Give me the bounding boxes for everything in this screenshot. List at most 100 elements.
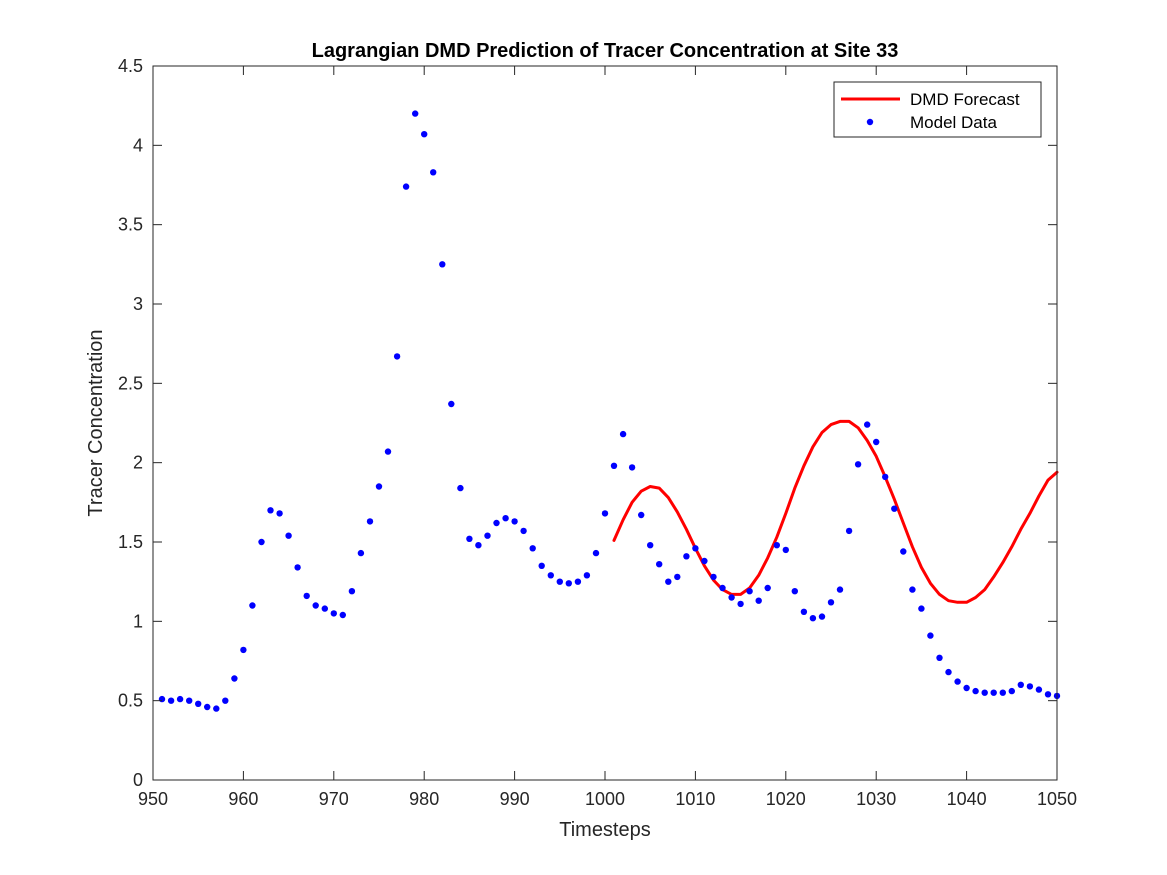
data-point — [945, 668, 952, 676]
data-point — [240, 646, 247, 654]
series-0 — [612, 419, 1059, 604]
data-point — [186, 697, 193, 704]
data-point — [330, 610, 337, 617]
legend-label-model-data: Model Data — [910, 113, 997, 132]
series-1 — [158, 110, 1061, 712]
data-point — [638, 511, 645, 519]
data-point — [484, 532, 491, 539]
data-point — [421, 131, 428, 138]
y-tick-label: 0.5 — [118, 691, 143, 711]
data-point — [809, 615, 817, 622]
data-point — [746, 588, 753, 595]
data-point — [213, 705, 220, 712]
y-tick-label: 3.5 — [118, 215, 143, 235]
data-point — [710, 573, 717, 581]
data-point — [737, 600, 744, 608]
series-layer — [158, 110, 1061, 712]
y-tick-label: 4.5 — [118, 56, 143, 76]
data-point — [556, 578, 563, 585]
y-tick-label: 0 — [133, 770, 143, 790]
data-point — [981, 689, 988, 696]
data-point — [900, 548, 907, 555]
data-point — [656, 561, 663, 568]
x-tick-label: 1050 — [1037, 789, 1077, 809]
data-point — [547, 572, 554, 579]
x-tick-label: 970 — [319, 789, 349, 809]
y-tick-label: 2.5 — [118, 373, 143, 393]
data-point — [891, 505, 898, 512]
data-point — [882, 473, 889, 481]
data-point — [222, 697, 229, 704]
chart-title: Lagrangian DMD Prediction of Tracer Conc… — [312, 40, 899, 62]
x-tick-label: 980 — [409, 789, 439, 809]
data-point — [475, 542, 482, 549]
data-point — [918, 605, 925, 612]
data-point — [339, 611, 346, 619]
data-point — [249, 602, 256, 609]
data-point — [466, 535, 473, 542]
data-point — [854, 461, 862, 468]
data-point — [610, 462, 618, 469]
data-point — [312, 602, 319, 609]
data-point — [1035, 686, 1043, 693]
legend-label-dmd-forecast: DMD Forecast — [910, 90, 1020, 109]
data-point — [294, 564, 301, 571]
data-point — [375, 483, 383, 490]
data-point — [628, 464, 636, 471]
data-point — [195, 700, 202, 707]
data-point — [963, 684, 970, 692]
data-point — [954, 678, 961, 685]
data-point — [1008, 687, 1015, 695]
data-point — [800, 608, 808, 615]
data-point — [999, 689, 1006, 696]
data-point — [176, 695, 184, 703]
data-point — [565, 580, 572, 587]
data-point — [1017, 681, 1024, 688]
data-point — [601, 510, 609, 517]
data-point — [592, 549, 600, 557]
data-point — [457, 484, 464, 492]
data-point — [412, 110, 419, 117]
y-axis-label: Tracer Concentration — [85, 329, 107, 516]
data-point — [873, 438, 880, 446]
y-tick-label: 1 — [133, 611, 143, 631]
data-point — [755, 597, 762, 604]
data-point — [683, 553, 690, 560]
data-point — [665, 578, 672, 585]
data-point — [276, 510, 283, 517]
data-point — [909, 586, 916, 593]
data-point — [520, 527, 527, 535]
data-point — [285, 532, 292, 539]
data-point — [728, 594, 735, 601]
y-tick-label: 2 — [133, 453, 143, 473]
legend-marker-swatch — [866, 118, 874, 126]
data-point — [303, 592, 310, 600]
data-point — [258, 538, 265, 546]
data-point — [818, 613, 826, 620]
y-tick-label: 3 — [133, 294, 143, 314]
data-point — [972, 687, 979, 695]
data-point — [402, 183, 410, 190]
data-point — [764, 584, 771, 592]
data-point — [529, 545, 536, 552]
data-point — [990, 689, 997, 696]
data-point — [493, 519, 500, 527]
data-point — [158, 695, 166, 703]
data-point — [583, 572, 591, 579]
data-point — [448, 400, 455, 408]
data-point — [231, 675, 238, 682]
data-point — [1044, 691, 1052, 698]
tick-layer: 950 960 970 980 990 1000 1010 1020 1030 1040 1050 0… — [118, 56, 1077, 809]
data-point — [619, 430, 627, 438]
data-point — [1026, 683, 1034, 690]
data-point — [348, 588, 356, 595]
data-point — [845, 527, 853, 535]
data-point — [439, 261, 446, 268]
data-point — [167, 697, 175, 704]
data-point — [927, 632, 934, 639]
data-point — [692, 545, 699, 552]
data-point — [719, 584, 726, 592]
data-point — [393, 353, 401, 360]
data-point — [701, 557, 708, 565]
